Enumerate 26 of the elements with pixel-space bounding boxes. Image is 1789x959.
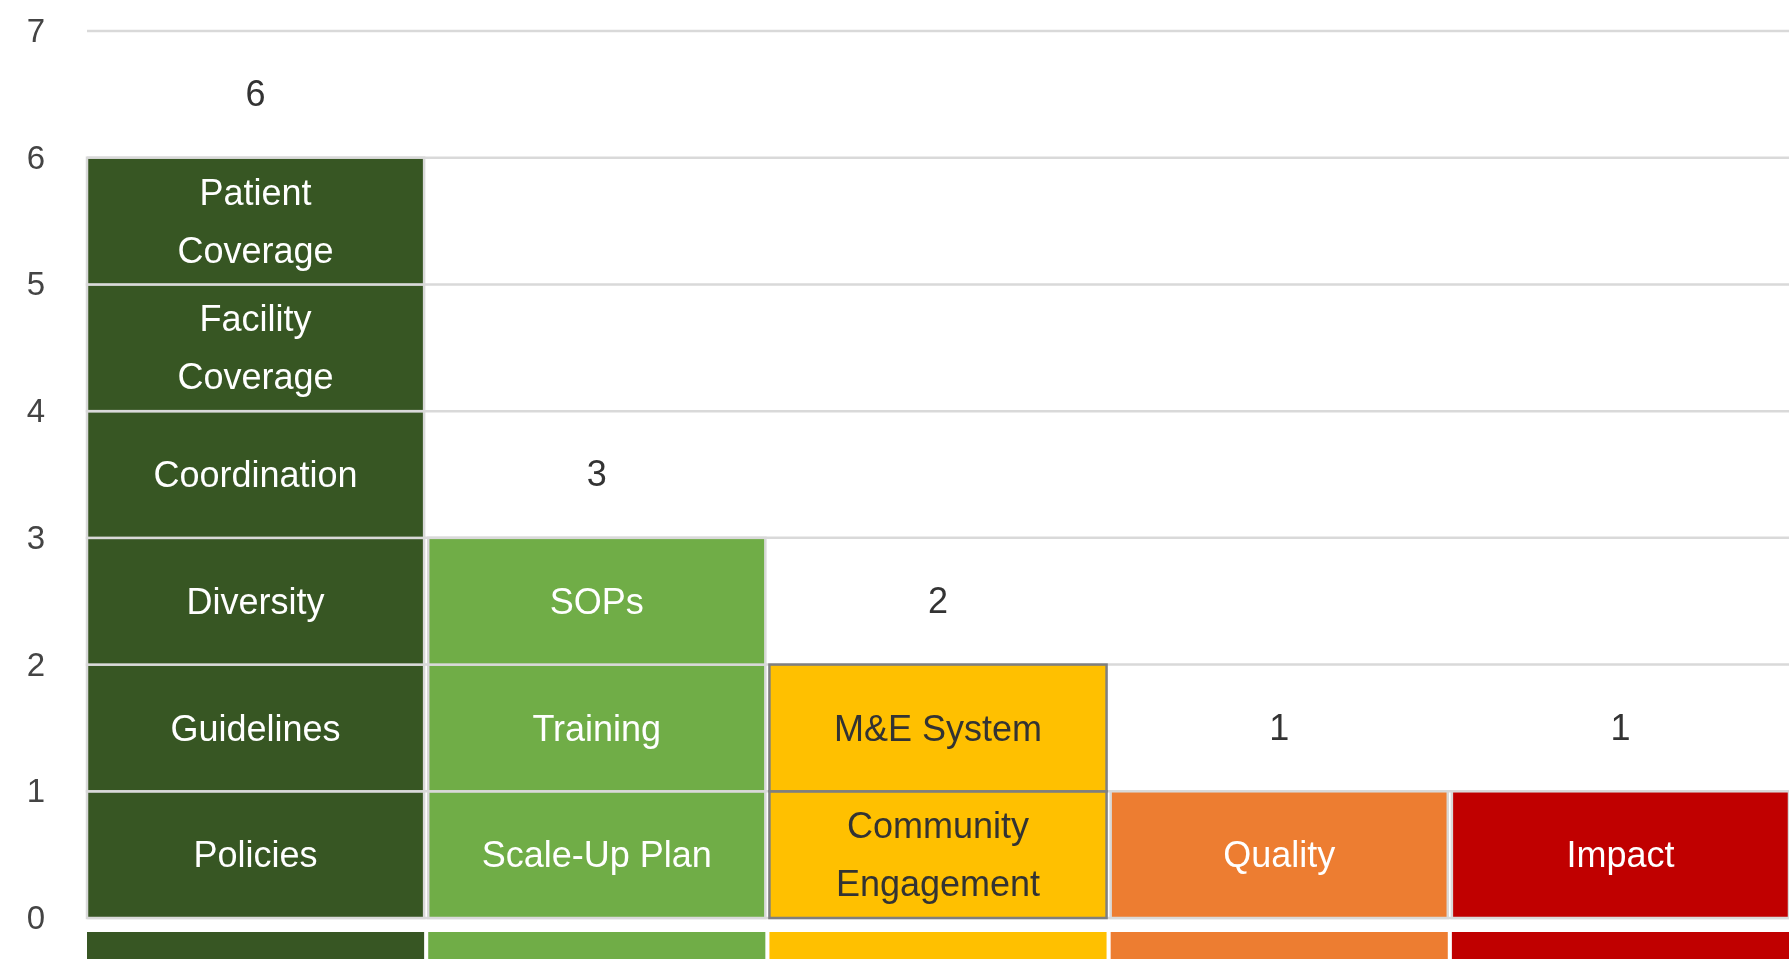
data-label: Quality [1223, 834, 1336, 876]
data-label: Guidelines [170, 707, 341, 749]
y-tick-label: 7 [26, 12, 45, 50]
data-label: Patient Coverage [177, 171, 334, 271]
y-tick-label: 0 [26, 899, 45, 937]
data-label: Training [532, 707, 662, 749]
y-tick-label: 5 [26, 265, 45, 303]
data-label: M&E System [833, 707, 1043, 749]
total-label: 3 [586, 453, 607, 495]
total-label: 6 [245, 73, 266, 115]
data-label: Scale-Up Plan [481, 834, 712, 876]
y-tick-label: 3 [26, 518, 45, 556]
y-tick-label: 6 [26, 138, 45, 176]
y-tick-label: 4 [26, 392, 45, 430]
total-label: 1 [1610, 706, 1631, 748]
data-label: SOPs [549, 580, 644, 622]
data-label: Facility Coverage [177, 298, 334, 398]
total-label: 1 [1269, 706, 1290, 748]
total-label: 2 [927, 580, 949, 622]
data-label: Policies [193, 834, 318, 876]
y-tick-label: 2 [26, 645, 45, 683]
data-label: Coordination [153, 454, 358, 496]
data-label: Diversity [186, 580, 325, 622]
data-label: Impact [1566, 834, 1675, 876]
data-label: Community Engagement [835, 805, 1041, 905]
y-tick-label: 1 [26, 772, 45, 810]
